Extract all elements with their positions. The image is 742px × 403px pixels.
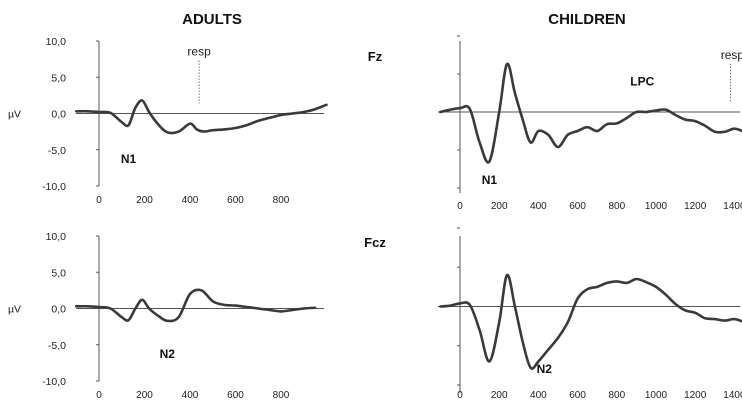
- annotation-n1: N1: [482, 173, 498, 187]
- panel-adults-fcz: 10,0 5,0 0,0 -5,0 -10,0 µV 0 200 400 600 800 N2: [8, 231, 324, 401]
- x-tick-label: 1000: [645, 201, 668, 212]
- x-tick-label: 800: [273, 390, 290, 401]
- erp-waveform: [75, 288, 317, 323]
- x-tick-label: 600: [227, 390, 244, 401]
- x-tick-label: 0: [96, 195, 102, 206]
- panel-children-fz: 0 200 400 600 800 1000 1200 1400 N1 LPC resp: [438, 35, 742, 212]
- x-tick-label: 200: [136, 390, 153, 401]
- annotation-lpc: LPC: [630, 74, 654, 88]
- x-tick-label: 1000: [645, 390, 668, 401]
- x-tick-label: 1400: [723, 390, 742, 401]
- y-tick-label: 0,0: [51, 109, 66, 121]
- erp-waveform: [439, 273, 742, 370]
- x-tick-label: 400: [530, 390, 547, 401]
- annotation-n2: N2: [537, 362, 553, 376]
- col-title-children: CHILDREN: [548, 11, 626, 28]
- annotation-resp: resp: [187, 45, 211, 59]
- x-tick-label: 800: [608, 201, 625, 212]
- x-tick-label: 600: [569, 390, 586, 401]
- x-tick-label: 1400: [723, 201, 742, 212]
- y-tick-label: 10,0: [46, 231, 67, 243]
- y-tick-label: -10,0: [42, 376, 66, 388]
- panel-children-fcz: 0 200 400 600 800 1000 1200 1400 N2: [438, 227, 742, 401]
- x-tick-label: 400: [182, 390, 199, 401]
- y-tick-label: 5,0: [51, 72, 66, 84]
- annotation-n2: N2: [160, 347, 176, 361]
- x-tick-label: 600: [227, 195, 244, 206]
- x-tick-label: 200: [136, 195, 153, 206]
- x-tick-label: 1200: [684, 390, 707, 401]
- x-tick-label: 800: [273, 195, 290, 206]
- y-tick-label: 5,0: [51, 267, 66, 279]
- x-tick-label: 1200: [684, 201, 707, 212]
- erp-waveform: [439, 62, 742, 164]
- x-tick-label: 800: [608, 390, 625, 401]
- y-tick-label: 0,0: [51, 304, 66, 316]
- electrode-label-fcz: Fcz: [364, 235, 386, 250]
- x-tick-label: 0: [96, 390, 102, 401]
- annotation-resp: resp: [721, 48, 742, 62]
- x-tick-label: 0: [457, 201, 463, 212]
- y-tick-label: -5,0: [48, 340, 66, 352]
- y-unit-label: µV: [8, 109, 21, 121]
- y-tick-label: -5,0: [48, 145, 66, 157]
- col-title-adults: ADULTS: [182, 11, 242, 28]
- x-tick-label: 400: [530, 201, 547, 212]
- x-tick-label: 200: [491, 390, 508, 401]
- electrode-label-fz: Fz: [368, 49, 383, 64]
- y-tick-label: -10,0: [42, 181, 66, 193]
- x-tick-label: 0: [457, 390, 463, 401]
- y-unit-label: µV: [8, 304, 21, 316]
- annotation-n1: N1: [121, 152, 137, 166]
- panel-adults-fz: 10,0 5,0 0,0 -5,0 -10,0 µV 0 200 400 600 800 N1 resp: [8, 36, 328, 206]
- x-tick-label: 200: [491, 201, 508, 212]
- erp-waveform: [75, 99, 328, 135]
- x-tick-label: 400: [182, 195, 199, 206]
- y-tick-label: 10,0: [46, 36, 67, 48]
- x-tick-label: 600: [569, 201, 586, 212]
